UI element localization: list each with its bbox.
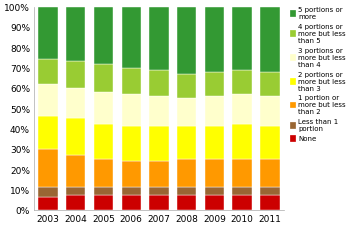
Bar xyxy=(177,8,196,74)
Bar xyxy=(260,196,280,210)
Bar xyxy=(94,159,113,188)
Bar xyxy=(149,70,169,96)
Bar xyxy=(177,74,196,99)
Bar xyxy=(66,8,85,62)
Bar xyxy=(205,159,224,188)
Bar xyxy=(94,8,113,64)
Bar xyxy=(66,62,85,89)
Bar xyxy=(232,8,252,70)
Bar xyxy=(121,188,141,196)
Bar xyxy=(205,196,224,210)
Bar xyxy=(205,127,224,159)
Bar xyxy=(94,93,113,125)
Bar xyxy=(149,96,169,127)
Bar xyxy=(66,155,85,188)
Bar xyxy=(232,196,252,210)
Bar xyxy=(232,125,252,159)
Bar xyxy=(94,188,113,196)
Bar xyxy=(177,188,196,196)
Bar xyxy=(149,161,169,188)
Bar xyxy=(205,8,224,72)
Bar xyxy=(177,99,196,127)
Bar xyxy=(232,70,252,94)
Bar xyxy=(94,64,113,93)
Bar xyxy=(38,117,58,149)
Bar xyxy=(121,68,141,94)
Bar xyxy=(260,8,280,72)
Bar xyxy=(149,8,169,70)
Bar xyxy=(66,188,85,196)
Bar xyxy=(121,127,141,161)
Bar xyxy=(94,125,113,159)
Bar xyxy=(177,159,196,188)
Bar xyxy=(38,60,58,84)
Bar xyxy=(260,159,280,188)
Bar xyxy=(121,161,141,188)
Bar xyxy=(149,196,169,210)
Bar xyxy=(38,198,58,210)
Bar xyxy=(149,127,169,161)
Bar xyxy=(232,94,252,125)
Bar xyxy=(66,196,85,210)
Bar xyxy=(38,149,58,188)
Bar xyxy=(177,127,196,159)
Bar xyxy=(38,84,58,117)
Bar xyxy=(260,127,280,159)
Bar xyxy=(121,94,141,127)
Bar xyxy=(94,196,113,210)
Legend: 5 portions or
more, 4 portions or
more but less
than 5, 3 portions or
more but l: 5 portions or more, 4 portions or more b… xyxy=(290,7,345,142)
Bar xyxy=(177,196,196,210)
Bar xyxy=(232,159,252,188)
Bar xyxy=(121,8,141,68)
Bar xyxy=(205,96,224,127)
Bar xyxy=(205,72,224,96)
Bar xyxy=(121,196,141,210)
Bar xyxy=(38,8,58,60)
Bar xyxy=(260,72,280,96)
Bar xyxy=(232,188,252,196)
Bar xyxy=(38,188,58,198)
Bar xyxy=(205,188,224,196)
Bar xyxy=(149,188,169,196)
Bar xyxy=(66,119,85,155)
Bar xyxy=(66,89,85,119)
Bar xyxy=(260,188,280,196)
Bar xyxy=(260,96,280,127)
